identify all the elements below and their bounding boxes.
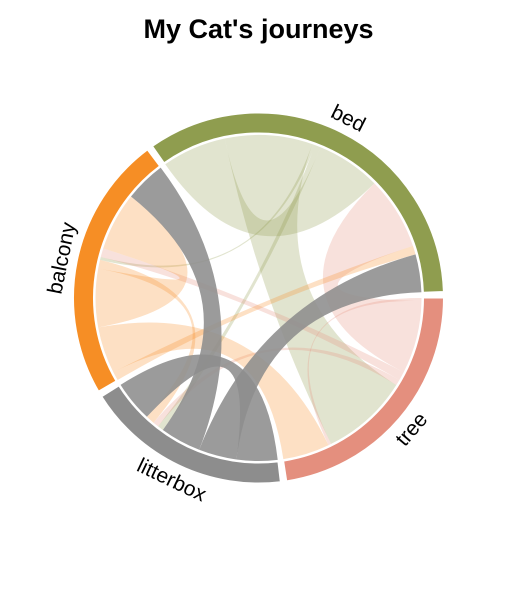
sector-arc-tree — [283, 297, 445, 482]
chord-link-balcony-to-balcony — [95, 196, 188, 328]
chord-link-bed-to-litterbox — [158, 145, 321, 430]
chord-link-bed-to-tree — [224, 135, 397, 444]
chord-link-tree-to-bed — [322, 183, 422, 373]
chord-link-bed-to-bed — [165, 138, 375, 237]
chord-link-litterbox-to-bed — [199, 254, 422, 460]
chord-link-balcony-to-bed — [113, 245, 416, 380]
sector-arcs — [73, 112, 445, 484]
sector-arc-litterbox — [101, 385, 281, 484]
chart-title: My Cat's journeys — [143, 14, 374, 44]
chord-link-litterbox-to-balcony — [130, 167, 222, 450]
chord-links — [95, 135, 422, 461]
sector-arc-bed — [151, 112, 444, 293]
chord-link-tree-to-balcony — [100, 248, 404, 380]
sector-arc-balcony — [73, 149, 161, 392]
